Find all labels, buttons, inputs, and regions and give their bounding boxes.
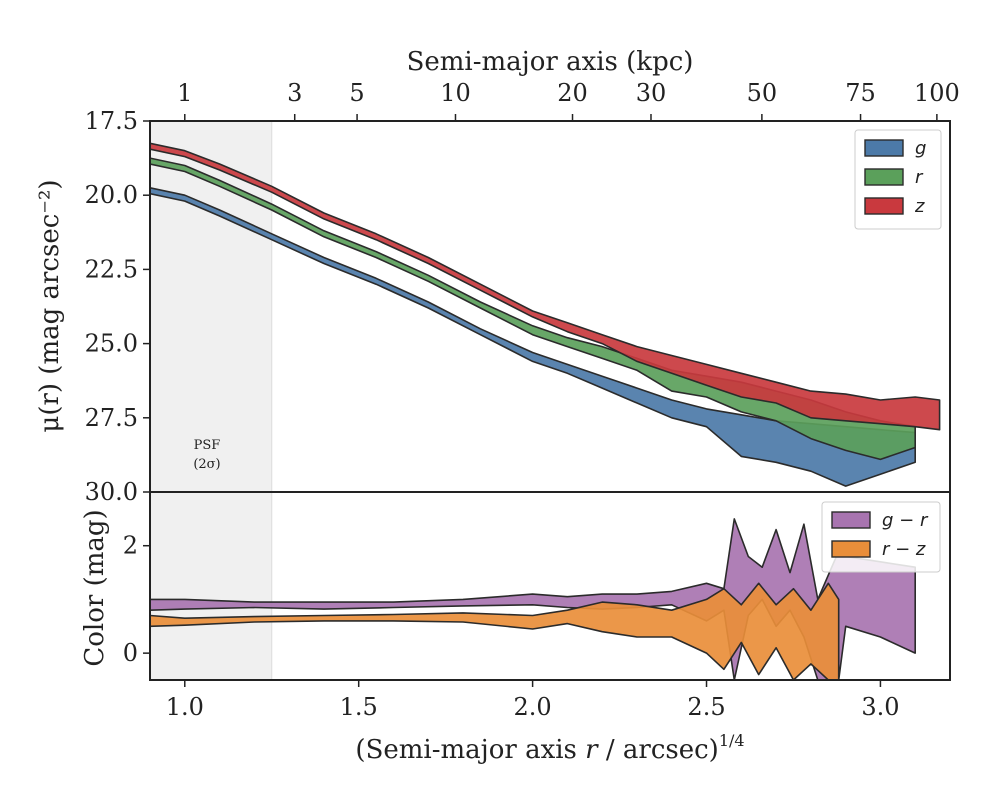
- x-tick-label: 3.0: [861, 693, 899, 721]
- top-tick-label: 100: [914, 79, 960, 107]
- band-g-r: [150, 518, 916, 680]
- y-tick-label-top: 20.0: [85, 181, 138, 209]
- top-tick-label: 5: [349, 79, 364, 107]
- y-tick-label-top: 30.0: [85, 478, 138, 506]
- legend-bottom: g − r r − z: [821, 501, 941, 573]
- top-tick-label: 30: [636, 79, 667, 107]
- panel-frame-bottom: [149, 491, 951, 681]
- psf-label-line1: PSF: [194, 438, 221, 453]
- x-axis-label: (Semi-major axis r / arcsec)1/4: [355, 731, 744, 765]
- top-axis: 1 3 5 10 20 30 50 75 100: [177, 79, 960, 121]
- top-tick-label: 20: [557, 79, 588, 107]
- legend-swatch: [831, 511, 871, 529]
- legend-swatch: [864, 139, 904, 157]
- psf-region-bottom: [150, 492, 272, 680]
- legend-label: z: [914, 196, 925, 217]
- legend-swatch: [831, 540, 871, 558]
- x-tick-label: 1.5: [340, 693, 378, 721]
- legend-label: r: [915, 167, 924, 188]
- color-panel: 0 2 1.0 1.5 2.0 2.5 3.0 g − r r − z: [123, 491, 951, 721]
- top-tick-label: 50: [747, 79, 778, 107]
- y-tick-label-top: 17.5: [85, 107, 138, 135]
- top-tick-label: 10: [440, 79, 471, 107]
- x-tick-label: 1.0: [166, 693, 204, 721]
- top-axis-label: Semi-major axis (kpc): [407, 47, 694, 77]
- x-axis-label-sup: 1/4: [719, 731, 745, 750]
- y-tick-label-top: 25.0: [85, 330, 138, 358]
- y-tick-label-bottom: 0: [123, 639, 138, 667]
- x-axis-label-var: r: [585, 735, 599, 765]
- top-tick-label: 1: [177, 79, 192, 107]
- y-tick-label-top: 22.5: [85, 255, 138, 283]
- band-r-z: [150, 582, 840, 680]
- legend-label: r − z: [882, 539, 926, 560]
- y-tick-label-bottom: 2: [123, 532, 138, 560]
- x-tick-label: 2.0: [514, 693, 552, 721]
- band-z: [150, 142, 941, 431]
- y-axis-label-top: μ(r) (mag arcsec⁻²): [35, 179, 65, 432]
- x-axis-label-tail: / arcsec): [598, 735, 719, 765]
- x-tick-label: 2.5: [687, 693, 725, 721]
- x-axis-label-main: (Semi-major axis: [355, 735, 585, 765]
- legend-label: g: [915, 138, 926, 159]
- legend-label: g − r: [882, 510, 929, 531]
- legend-swatch: [864, 168, 904, 186]
- y-tick-label-top: 27.5: [85, 404, 138, 432]
- top-tick-label: 75: [845, 79, 876, 107]
- legend-swatch: [864, 197, 904, 215]
- psf-label-line2: (2σ): [193, 457, 220, 472]
- band-g: [150, 187, 916, 487]
- legend-top: grz: [854, 129, 942, 230]
- y-axis-label-bottom: Color (mag): [80, 509, 110, 666]
- surface-brightness-panel: 17.5 20.0 22.5 25.0 27.5 30.0 grz: [85, 107, 951, 506]
- top-tick-label: 3: [287, 79, 302, 107]
